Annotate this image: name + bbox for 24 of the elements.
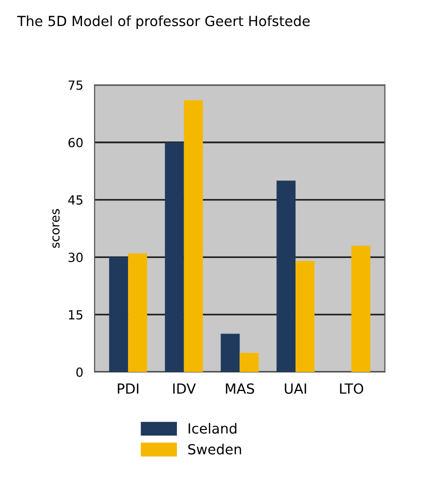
bar	[220, 334, 240, 372]
y-tick-label: 30	[68, 252, 83, 262]
bar	[128, 253, 148, 372]
legend-label: Iceland	[188, 422, 236, 434]
y-tick-label: 75	[68, 80, 82, 90]
x-tick-label: IDV	[173, 384, 196, 394]
x-tick-label: PDI	[118, 384, 138, 394]
bar	[184, 100, 203, 372]
legend-label: Sweden	[188, 444, 242, 454]
y-tick-label: 0	[76, 367, 83, 377]
x-tick-label: LTO	[340, 383, 364, 394]
bar	[109, 257, 128, 372]
x-tick-label: UAI	[284, 384, 306, 394]
y-axis-title: scores	[52, 209, 60, 248]
bar	[351, 246, 370, 372]
x-tick-label: MAS	[226, 383, 254, 394]
chart-title: The 5D Model of professor Geert Hofstede	[17, 16, 310, 29]
y-tick-label: 15	[68, 310, 82, 320]
bar	[276, 180, 296, 372]
y-tick-label: 45	[68, 195, 82, 205]
bar	[240, 352, 259, 372]
bar	[164, 142, 184, 372]
y-tick-label: 60	[68, 138, 83, 148]
bar	[296, 261, 315, 372]
